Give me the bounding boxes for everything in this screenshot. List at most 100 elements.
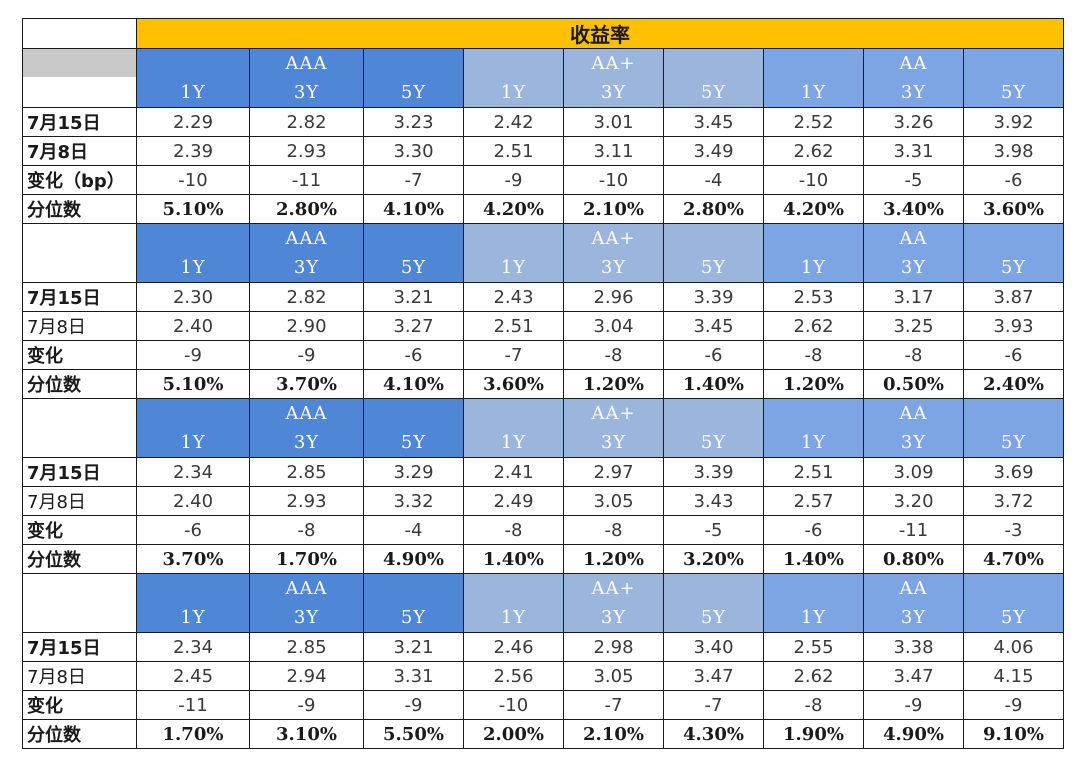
rating-group-aa-plus: AA+: [563, 223, 664, 252]
rating-group-spacer: [463, 223, 564, 252]
table-cell: 1.20%: [763, 369, 864, 399]
table-cell: 0.50%: [863, 369, 964, 399]
table-row: 分位数 1.70% 3.10% 5.50% 2.00% 2.10% 4.30% 1.90% 4.…: [22, 719, 1064, 749]
table-cell: 4.15: [963, 661, 1064, 691]
table-cell: -8: [763, 690, 864, 720]
table-row: 7月8日 2.39 2.93 3.30 2.51 3.11 3.49 2.62 3.31 3.98: [22, 136, 1064, 166]
yield-table: 收益率 AAA AA+ AA 中票 1Y 3Y 5Y 1Y 3Y 5Y 1Y 3Y 5Y 7月15日 2.2…: [22, 18, 1064, 749]
table-cell: 2.85: [249, 457, 364, 487]
table-row: 分位数 3.70% 1.70% 4.90% 1.40% 1.20% 3.20% 1.40% 0.…: [22, 544, 1064, 574]
table-cell: -9: [249, 340, 364, 370]
section-tenor-header-row: 中票 1Y 3Y 5Y 1Y 3Y 5Y 1Y 3Y 5Y: [22, 77, 1064, 108]
yield-table-body: 收益率 AAA AA+ AA 中票 1Y 3Y 5Y 1Y 3Y 5Y 1Y 3Y 5Y 7月15日 2.2…: [22, 18, 1064, 749]
table-cell: 4.90%: [363, 544, 464, 574]
table-row: 7月8日 2.40 2.93 3.32 2.49 3.05 3.43 2.57 3.20 3.72: [22, 486, 1064, 516]
section-name: 企业债: [22, 252, 137, 283]
table-cell: 4.90%: [863, 719, 964, 749]
row-label: 分位数: [22, 369, 137, 399]
table-cell: 2.40: [136, 311, 250, 341]
table-cell: 2.56: [463, 661, 564, 691]
table-cell: 2.40: [136, 486, 250, 516]
table-cell: 2.51: [463, 136, 564, 166]
table-row: 变化（bp） -10 -11 -7 -9 -10 -4 -10 -5 -6: [22, 165, 1064, 195]
section-tenor-header-row: 城投 1Y 3Y 5Y 1Y 3Y 5Y 1Y 3Y 5Y: [22, 427, 1064, 458]
table-cell: -9: [463, 165, 564, 195]
tenor-header: 5Y: [363, 77, 464, 108]
table-cell: 3.05: [563, 661, 664, 691]
table-cell: 3.01: [563, 107, 664, 137]
table-cell: 3.11: [563, 136, 664, 166]
row-label: 7月8日: [22, 136, 137, 166]
tenor-header: 3Y: [249, 602, 364, 633]
table-cell: 3.25: [863, 311, 964, 341]
row-label: 7月15日: [22, 457, 137, 487]
rating-group-spacer: [663, 48, 764, 77]
section-group-header-row: AAA AA+ AA: [22, 573, 1064, 602]
table-cell: -6: [363, 340, 464, 370]
table-cell: 3.39: [663, 457, 764, 487]
table-cell: 4.30%: [663, 719, 764, 749]
tenor-header: 1Y: [763, 77, 864, 108]
row-label: 变化: [22, 690, 137, 720]
rating-group-spacer: [136, 573, 250, 602]
tenor-header: 3Y: [249, 77, 364, 108]
table-cell: 2.93: [249, 486, 364, 516]
section-name: 公司债: [22, 602, 137, 633]
table-cell: -10: [563, 165, 664, 195]
tenor-header: 5Y: [363, 252, 464, 283]
rating-group-aaa: AAA: [249, 48, 364, 77]
tenor-header: 1Y: [463, 252, 564, 283]
rating-group-spacer: [663, 223, 764, 252]
rating-group-spacer: [763, 48, 864, 77]
table-cell: 2.41: [463, 457, 564, 487]
table-row: 变化 -9 -9 -6 -7 -8 -6 -8 -8 -6: [22, 340, 1064, 370]
table-cell: 3.20: [863, 486, 964, 516]
tenor-header: 5Y: [963, 77, 1064, 108]
table-cell: 2.29: [136, 107, 250, 137]
table-cell: 2.46: [463, 632, 564, 662]
table-cell: -11: [249, 165, 364, 195]
table-cell: -10: [136, 165, 250, 195]
rating-group-aaa: AAA: [249, 223, 364, 252]
table-cell: -9: [363, 690, 464, 720]
rating-group-spacer: [136, 398, 250, 427]
section-tenor-header-row: 企业债 1Y 3Y 5Y 1Y 3Y 5Y 1Y 3Y 5Y: [22, 252, 1064, 283]
table-cell: -4: [363, 515, 464, 545]
tenor-header: 5Y: [363, 427, 464, 458]
table-cell: 4.10%: [363, 369, 464, 399]
tenor-header: 3Y: [563, 602, 664, 633]
table-row: 7月15日 2.34 2.85 3.21 2.46 2.98 3.40 2.55 3.38 4.0…: [22, 632, 1064, 662]
tenor-header: 1Y: [136, 427, 250, 458]
rating-group-aa: AA: [863, 223, 964, 252]
tenor-header: 3Y: [863, 602, 964, 633]
table-cell: 1.90%: [763, 719, 864, 749]
tenor-header: 5Y: [663, 252, 764, 283]
table-cell: 1.40%: [763, 544, 864, 574]
table-cell: 3.17: [863, 282, 964, 312]
table-cell: 3.60%: [463, 369, 564, 399]
table-cell: 2.43: [463, 282, 564, 312]
section-label-top: [22, 573, 137, 602]
table-cell: 3.10%: [249, 719, 364, 749]
section-name: 中票: [22, 77, 137, 108]
table-cell: -8: [563, 340, 664, 370]
table-cell: 2.00%: [463, 719, 564, 749]
table-row: 分位数 5.10% 2.80% 4.10% 4.20% 2.10% 2.80% 4.20% 3.…: [22, 194, 1064, 224]
table-cell: 5.10%: [136, 194, 250, 224]
row-label: 变化（bp）: [22, 165, 137, 195]
rating-group-spacer: [363, 223, 464, 252]
rating-group-spacer: [463, 573, 564, 602]
tenor-header: 3Y: [249, 427, 364, 458]
rating-group-aa-plus: AA+: [563, 48, 664, 77]
table-cell: 2.57: [763, 486, 864, 516]
table-cell: -6: [136, 515, 250, 545]
tenor-header: 1Y: [763, 602, 864, 633]
table-row: 7月8日 2.40 2.90 3.27 2.51 3.04 3.45 2.62 3.25 3.93: [22, 311, 1064, 341]
table-cell: -8: [563, 515, 664, 545]
table-cell: 2.98: [563, 632, 664, 662]
table-row: 变化 -11 -9 -9 -10 -7 -7 -8 -9 -9: [22, 690, 1064, 720]
table-cell: 2.10%: [563, 719, 664, 749]
table-cell: 3.98: [963, 136, 1064, 166]
table-cell: 2.93: [249, 136, 364, 166]
tenor-header: 3Y: [249, 252, 364, 283]
